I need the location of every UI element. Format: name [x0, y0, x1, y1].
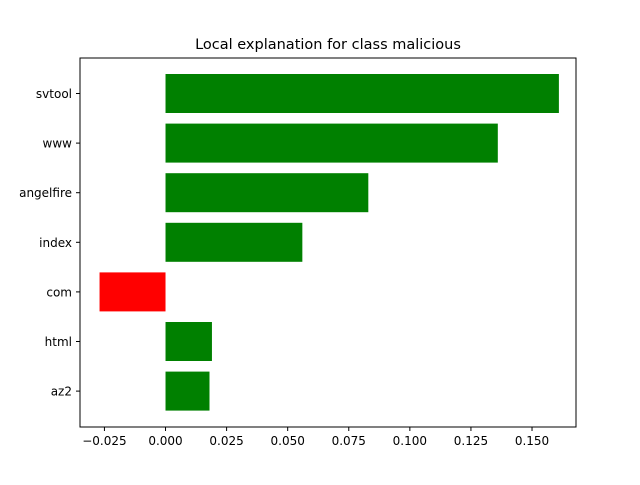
x-tick-label-4: 0.075: [332, 434, 366, 448]
bar-svtool: [165, 74, 559, 113]
bar-az2: [165, 371, 210, 411]
bar-com: [99, 272, 166, 312]
bar-angelfire: [165, 173, 369, 213]
plot-frame: [79, 57, 577, 428]
y-tick-label-com: com: [46, 285, 72, 299]
x-tick-label-5: 0.100: [393, 434, 427, 448]
chart-title: Local explanation for class malicious: [195, 37, 461, 53]
x-tick-label-1: 0.000: [148, 434, 182, 448]
bars-layer: [99, 74, 559, 411]
y-tick-label-svtool: svtool: [36, 87, 72, 101]
bar-index: [165, 222, 303, 262]
bar-html: [165, 322, 212, 361]
y-axis: svtool www angelfire index com html az2: [19, 87, 80, 399]
y-tick-label-index: index: [39, 236, 72, 250]
x-tick-label-2: 0.025: [209, 434, 243, 448]
x-tick-label-3: 0.050: [271, 434, 305, 448]
y-tick-label-angelfire: angelfire: [19, 186, 72, 200]
y-tick-label-www: www: [43, 137, 73, 151]
y-tick-label-html: html: [45, 335, 72, 349]
x-tick-label-6: 0.125: [454, 434, 488, 448]
x-axis: −0.025 0.000 0.025 0.050 0.075 0.100 0.125 0.15…: [82, 427, 549, 448]
x-tick-label-0: −0.025: [82, 434, 126, 448]
y-tick-label-az2: az2: [51, 385, 72, 399]
bar-www: [165, 123, 498, 163]
x-tick-label-7: 0.150: [515, 434, 549, 448]
